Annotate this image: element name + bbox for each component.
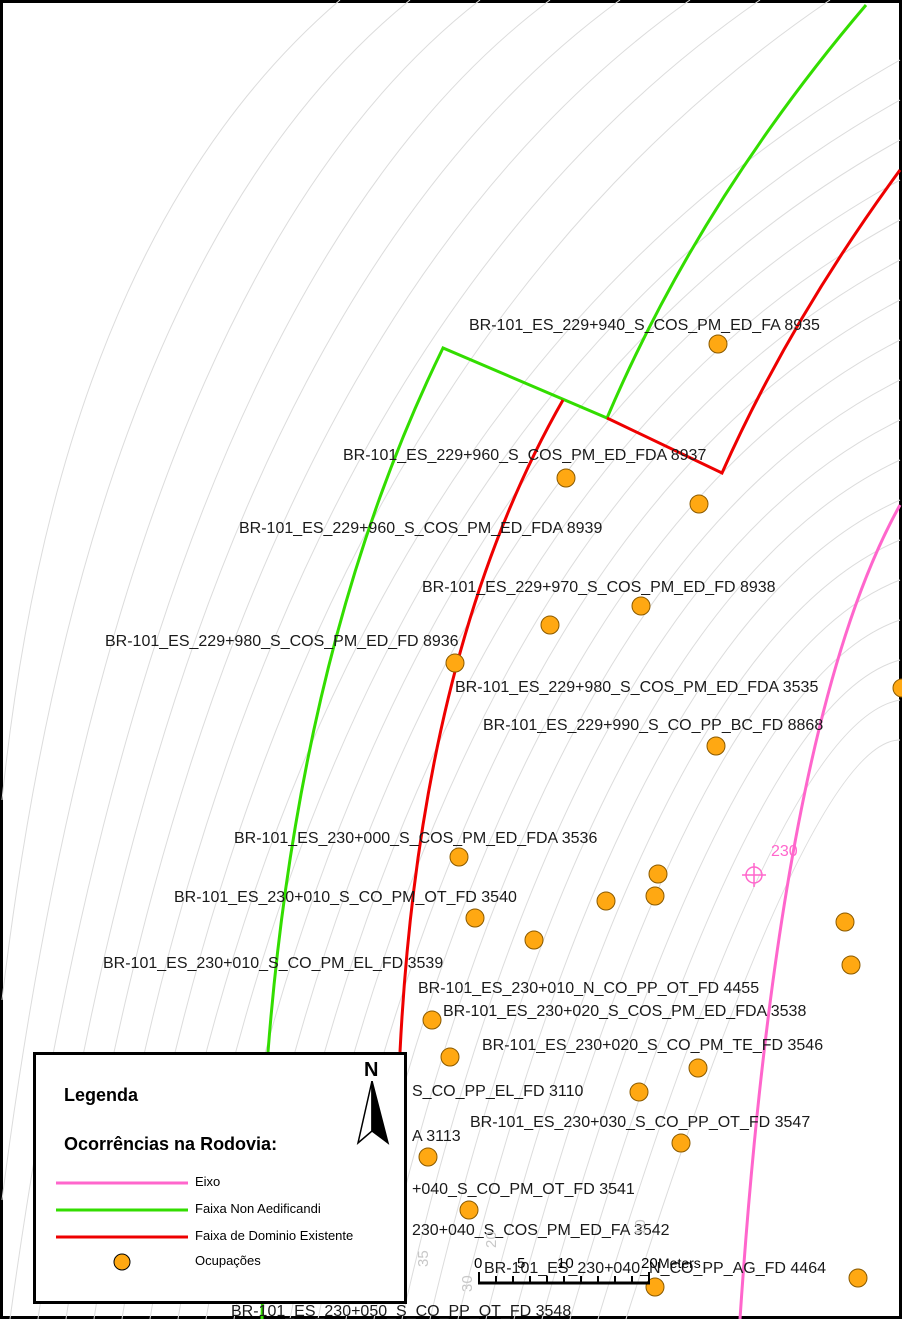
occupation-marker[interactable] (835, 912, 855, 932)
occupation-marker[interactable] (708, 334, 728, 354)
occurrence-label: BR-101_ES_229+990_S_CO_PP_BC_FD 8868 (483, 717, 823, 734)
scale-tick-20: 20 (641, 1255, 658, 1272)
occurrence-label: BR-101_ES_230+010_S_CO_PM_EL_FD 3539 (103, 955, 443, 972)
occurrence-label: BR-101_ES_230+040_N_CO_PP_AG_FD 4464 (484, 1260, 826, 1277)
occupation-marker[interactable] (629, 1082, 649, 1102)
occurrence-label: BR-101_ES_230+020_S_COS_PM_ED_FDA 3538 (443, 1003, 806, 1020)
occurrence-label: BR-101_ES_229+980_S_COS_PM_ED_FDA 3535 (455, 679, 818, 696)
occupation-marker[interactable] (449, 847, 469, 867)
occurrence-label: BR-101_ES_230+010_N_CO_PP_OT_FD 4455 (418, 980, 759, 997)
scale-unit: Meters (658, 1255, 701, 1271)
eixo-line (738, 504, 902, 1320)
occupation-marker[interactable] (841, 955, 861, 975)
north-arrow-icon (356, 1081, 390, 1146)
occupation-markers (418, 334, 902, 1297)
occupation-marker[interactable] (445, 653, 465, 673)
occurrence-label: A 3113 (412, 1128, 461, 1145)
occurrence-label: BR-101_ES_229+970_S_COS_PM_ED_FD 8938 (422, 579, 776, 596)
legend-item-label: Ocupações (195, 1253, 261, 1268)
occupation-marker[interactable] (440, 1047, 460, 1067)
contour-label: 20 (483, 1231, 500, 1248)
occupation-marker[interactable] (556, 468, 576, 488)
contour-label: 35 (415, 1250, 432, 1267)
occurrence-label: BR-101_ES_229+940_S_COS_PM_ED_FA 8935 (469, 317, 820, 334)
occurrence-label: S_CO_PP_EL_FD 3110 (412, 1083, 583, 1100)
occurrence-label: +040_S_CO_PM_OT_FD 3541 (412, 1181, 635, 1198)
legend-item-non-aedificandi: Faixa Non Aedificandi (56, 1199, 396, 1221)
contour-label: 10 (632, 1219, 649, 1236)
line-symbol-icon (56, 1181, 188, 1185)
occupation-marker[interactable] (418, 1147, 438, 1167)
line-symbol-icon (56, 1208, 188, 1212)
legend-subtitle: Ocorrências na Rodovia: (64, 1134, 278, 1154)
occupation-marker[interactable] (688, 1058, 708, 1078)
occupation-marker[interactable] (540, 615, 560, 635)
occupation-marker[interactable] (648, 864, 668, 884)
occupation-marker[interactable] (524, 930, 544, 950)
faixa-dominio-line (398, 169, 902, 1053)
occupation-marker[interactable] (645, 886, 665, 906)
occurrence-label: BR-101_ES_229+960_S_COS_PM_ED_FDA 8937 (343, 447, 706, 464)
faixa-non-aedificandi-line (260, 4, 868, 1320)
scale-tick-10: 10 (557, 1255, 574, 1272)
occupation-marker[interactable] (422, 1010, 442, 1030)
occupation-marker[interactable] (848, 1268, 868, 1288)
legend-item-ocupacoes: Ocupações (56, 1251, 396, 1273)
occurrence-label: BR-101_ES_229+960_S_COS_PM_ED_FDA 8939 (239, 520, 602, 537)
scale-tick-5: 5 (517, 1255, 525, 1272)
occupation-labels: BR-101_ES_229+940_S_COS_PM_ED_FA 8935 BR-… (103, 317, 826, 1320)
legend-item-eixo: Eixo (56, 1172, 396, 1194)
occurrence-label: BR-101_ES_230+000_S_COS_PM_ED_FDA 3536 (234, 830, 597, 847)
contour-label: 30 (459, 1275, 476, 1292)
chainage-marker-label: 230 (771, 843, 798, 860)
occupation-marker[interactable] (596, 891, 616, 911)
north-arrow: N (354, 1059, 398, 1149)
occupation-marker[interactable] (706, 736, 726, 756)
north-label: N (364, 1059, 379, 1081)
chainage-marker-icon (742, 863, 766, 887)
occupation-marker[interactable] (459, 1200, 479, 1220)
legend-item-dominio: Faixa de Dominio Existente (56, 1226, 396, 1248)
legend-title: Legenda (64, 1085, 139, 1105)
occupation-marker[interactable] (892, 678, 902, 698)
circle-symbol-icon (113, 1253, 131, 1271)
occurrence-label: BR-101_ES_230+010_S_CO_PM_OT_FD 3540 (174, 889, 517, 906)
occupation-marker[interactable] (689, 494, 709, 514)
legend-panel: Legenda Ocorrências na Rodovia: Eixo Fai… (33, 1052, 407, 1304)
legend-item-label: Faixa de Dominio Existente (195, 1228, 354, 1243)
occupation-marker[interactable] (465, 908, 485, 928)
legend-item-label: Eixo (195, 1174, 221, 1189)
line-symbol-icon (56, 1235, 188, 1239)
occupation-marker[interactable] (631, 596, 651, 616)
contour-labels: 35 30 20 10 (415, 1219, 649, 1292)
occurrence-label: BR-101_ES_230+050_S_CO_PP_OT_FD 3548 (231, 1303, 571, 1319)
scale-tick-0: 0 (474, 1255, 482, 1272)
occurrence-label: BR-101_ES_230+020_S_CO_PM_TE_FD 3546 (482, 1037, 823, 1054)
occurrence-label: 230+040_S_COS_PM_ED_FA 3542 (412, 1222, 670, 1239)
occurrence-label: BR-101_ES_229+980_S_COS_PM_ED_FD 8936 (105, 633, 459, 650)
occupation-marker[interactable] (671, 1133, 691, 1153)
scale-bar: 0 5 10 20 Meters (474, 1255, 701, 1285)
legend-item-label: Faixa Non Aedificandi (195, 1201, 321, 1216)
occupation-marker[interactable] (645, 1277, 665, 1297)
occurrence-label: BR-101_ES_230+030_S_CO_PP_OT_FD 3547 (470, 1114, 810, 1131)
